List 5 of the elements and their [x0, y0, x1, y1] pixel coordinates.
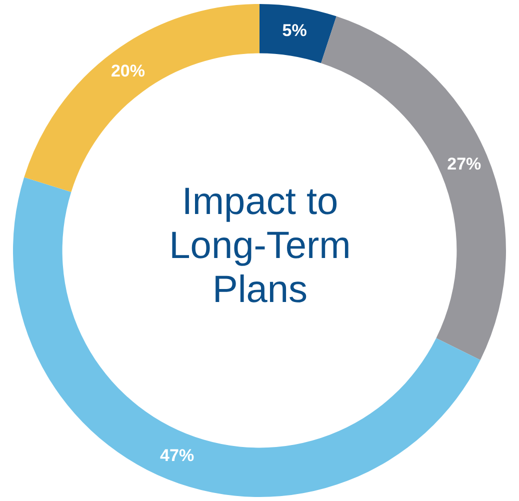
data-label: 27%	[447, 154, 482, 174]
data-label: 20%	[110, 62, 145, 81]
text: Impact to Long-Term Plans	[168, 180, 352, 312]
data-label: 5%	[282, 21, 307, 40]
data-label: 47%	[160, 446, 194, 466]
